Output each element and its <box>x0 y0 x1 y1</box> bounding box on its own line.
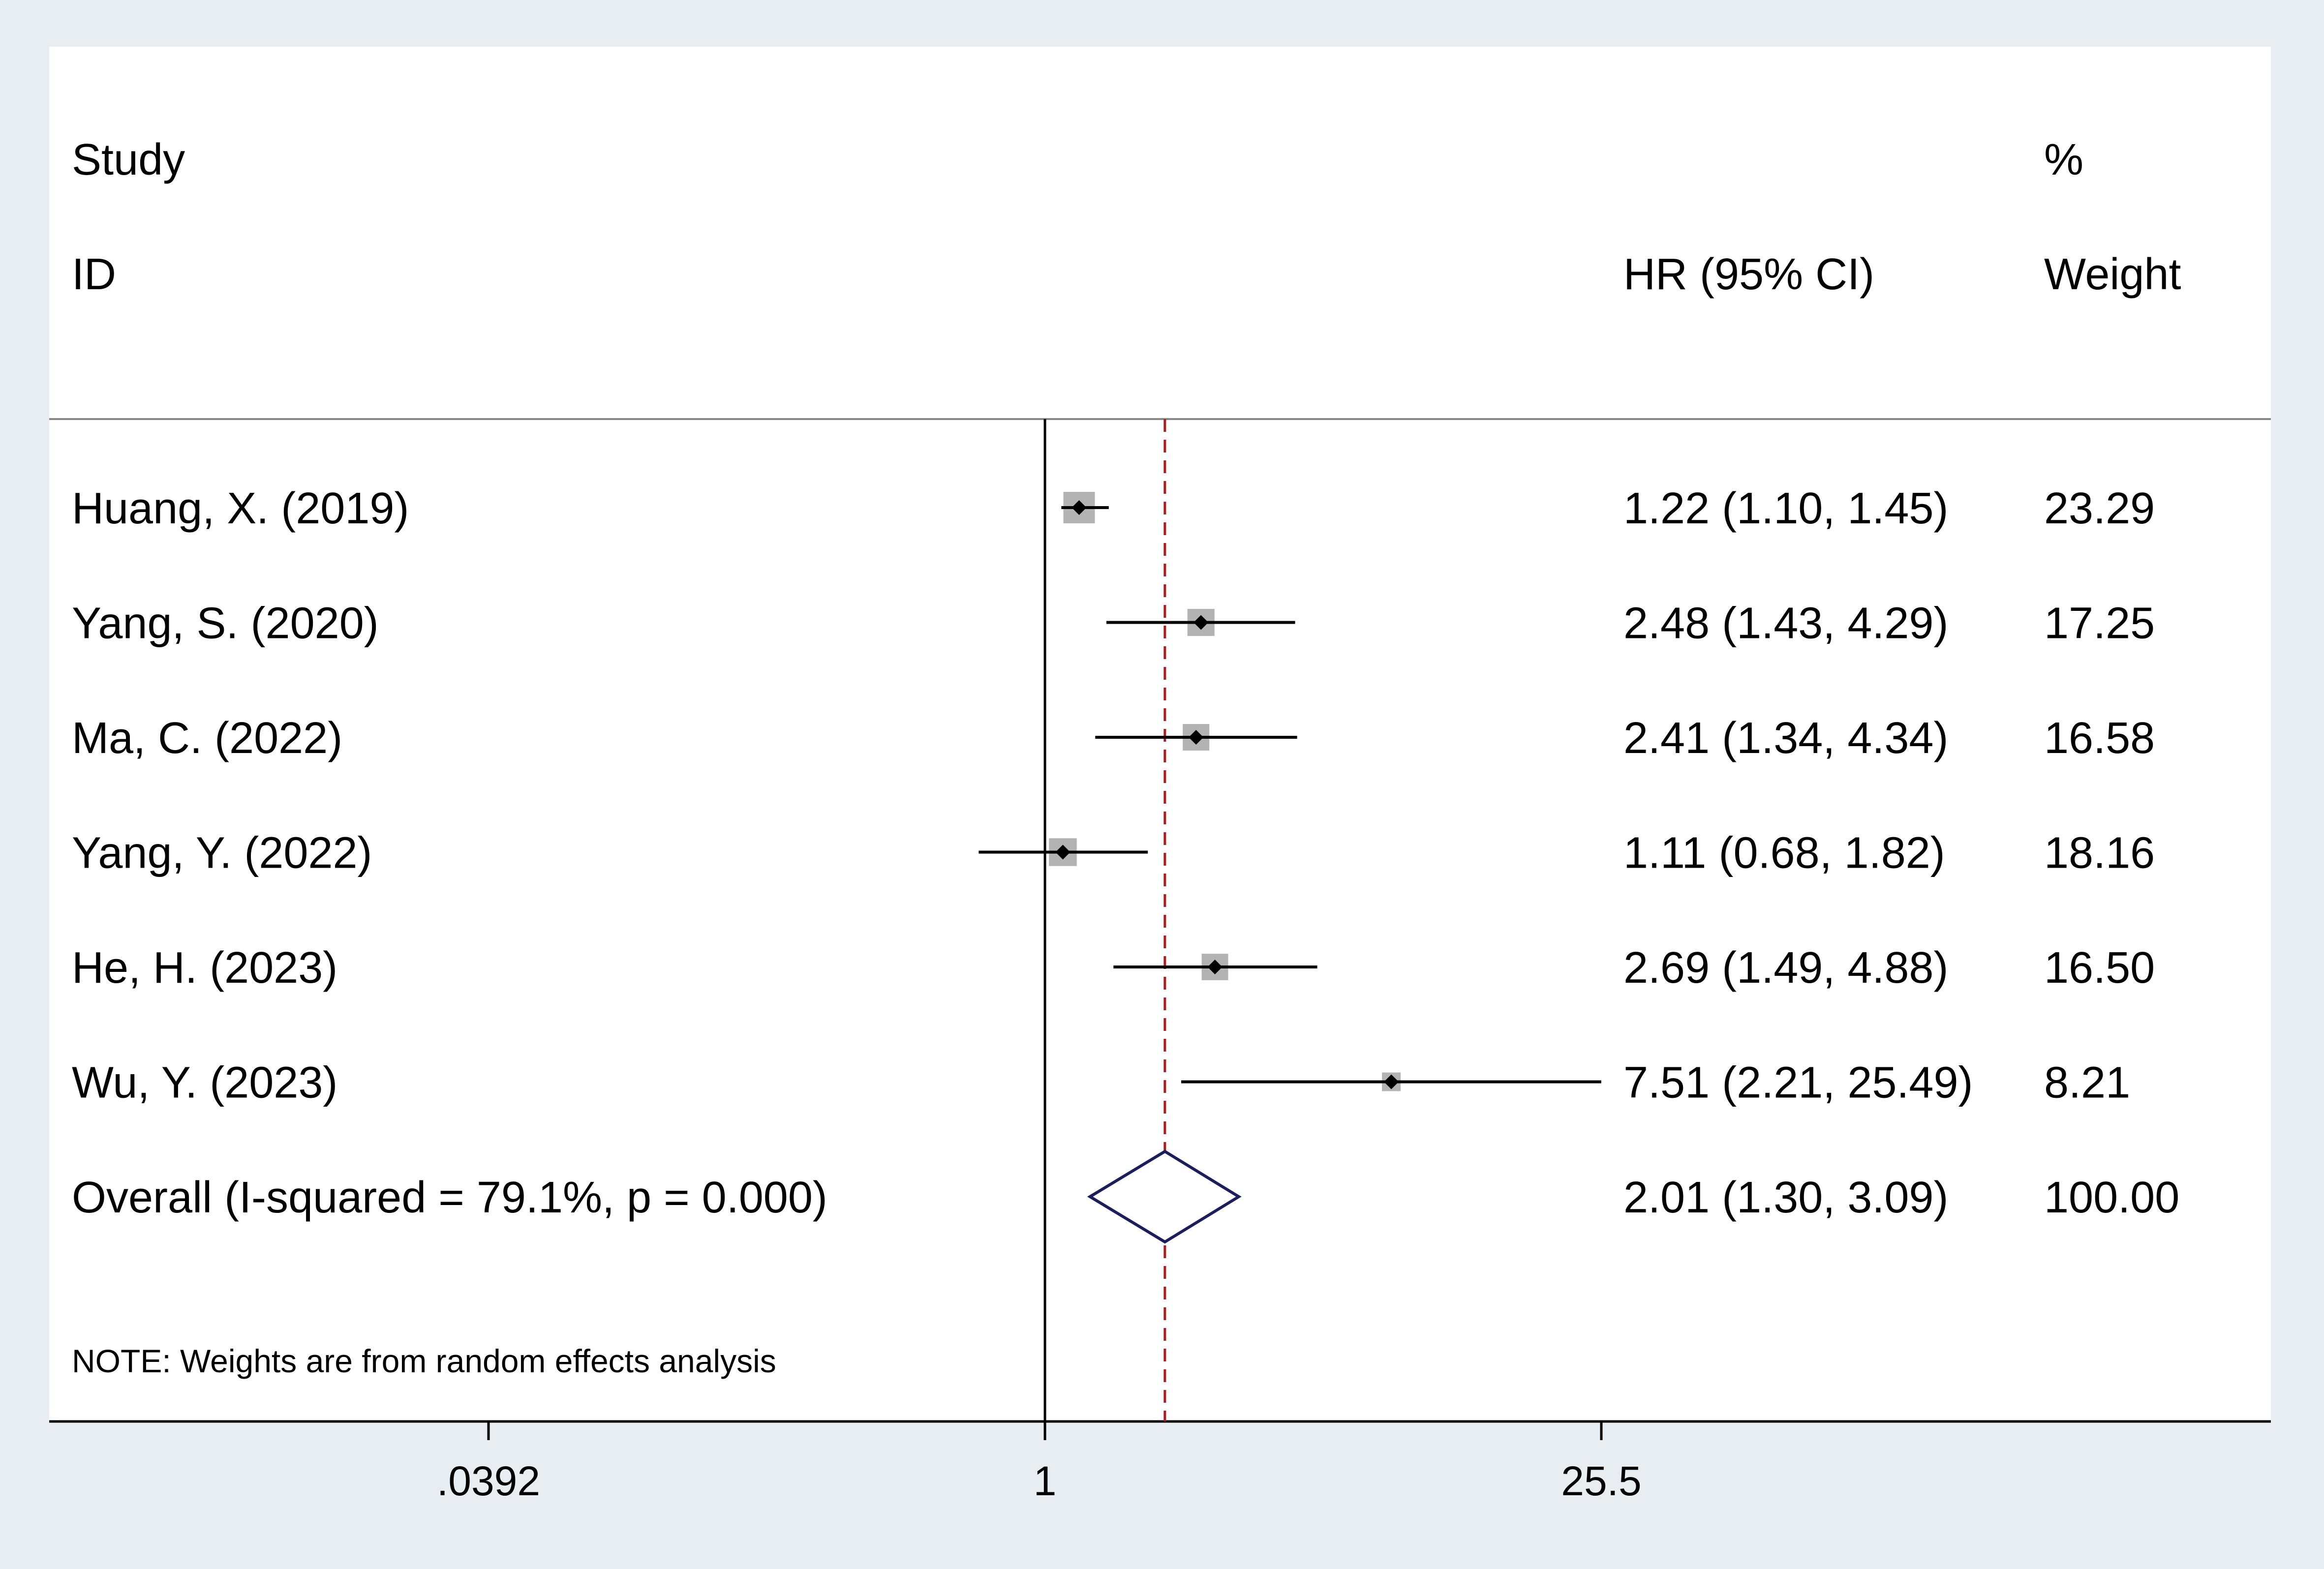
x-axis-ticks: .0392 1 25.5 <box>437 1421 1642 1504</box>
point-estimate <box>1193 615 1209 630</box>
study-label: Yang, Y. (2022) <box>72 829 372 878</box>
study-weight-text: 23.29 <box>2044 484 2155 533</box>
study-label: Wu, Y. (2023) <box>72 1058 337 1108</box>
study-ci-text: 1.22 (1.10, 1.45) <box>1623 484 1948 533</box>
header-study-line1: Study <box>72 135 185 184</box>
overall-weight-text: 100.00 <box>2044 1173 2179 1222</box>
study-weight-text: 16.58 <box>2044 714 2155 763</box>
study-ci-text: 2.41 (1.34, 4.34) <box>1623 714 1948 763</box>
study-row: Huang, X. (2019) 1.22 (1.10, 1.45) 23.29 <box>72 484 2155 533</box>
study-ci-text: 2.69 (1.49, 4.88) <box>1623 943 1948 993</box>
x-tick-label: 1 <box>1034 1458 1057 1504</box>
study-weight-text: 8.21 <box>2044 1058 2130 1108</box>
point-estimate <box>1384 1074 1399 1089</box>
overall-label: Overall (I-squared = 79.1%, p = 0.000) <box>72 1173 827 1222</box>
study-rows: Huang, X. (2019) 1.22 (1.10, 1.45) 23.29 Ya… <box>72 484 2179 1244</box>
point-estimate <box>1189 730 1204 745</box>
point-estimate <box>1207 960 1223 974</box>
header-weight-line1: % <box>2044 135 2083 184</box>
study-row: Ma, C. (2022) 2.41 (1.34, 4.34) 16.58 <box>72 714 2155 763</box>
x-tick-label: 25.5 <box>1561 1458 1642 1504</box>
point-estimate <box>1071 500 1087 515</box>
study-weight-text: 16.50 <box>2044 943 2155 993</box>
study-ci-text: 1.11 (0.68, 1.82) <box>1623 829 1945 878</box>
overall-ci-text: 2.01 (1.30, 3.09) <box>1623 1173 1948 1222</box>
study-row: Wu, Y. (2023) 7.51 (2.21, 25.49) 8.21 <box>72 1058 2130 1108</box>
study-ci-text: 7.51 (2.21, 25.49) <box>1623 1058 1973 1108</box>
study-row: He, H. (2023) 2.69 (1.49, 4.88) 16.50 <box>72 943 2155 993</box>
header-weight-line2: Weight <box>2044 250 2181 299</box>
study-weight-text: 18.16 <box>2044 829 2155 878</box>
study-row: Yang, S. (2020) 2.48 (1.43, 4.29) 17.25 <box>72 599 2155 648</box>
header-study-line2: ID <box>72 250 116 299</box>
point-estimate <box>1055 845 1070 860</box>
footnote: NOTE: Weights are from random effects an… <box>72 1343 776 1379</box>
study-weight-text: 17.25 <box>2044 599 2155 648</box>
header-estimate: HR (95% CI) <box>1623 250 1874 299</box>
study-ci-text: 2.48 (1.43, 4.29) <box>1623 599 1948 648</box>
study-label: He, H. (2023) <box>72 943 337 993</box>
study-label: Huang, X. (2019) <box>72 484 409 533</box>
overall-diamond <box>1087 1149 1242 1244</box>
study-label: Ma, C. (2022) <box>72 714 342 763</box>
study-row: Yang, Y. (2022) 1.11 (0.68, 1.82) 18.16 <box>72 829 2155 878</box>
overall-row: Overall (I-squared = 79.1%, p = 0.000) 2.… <box>72 1149 2179 1244</box>
study-label: Yang, S. (2020) <box>72 599 379 648</box>
x-tick-label: .0392 <box>437 1458 540 1504</box>
